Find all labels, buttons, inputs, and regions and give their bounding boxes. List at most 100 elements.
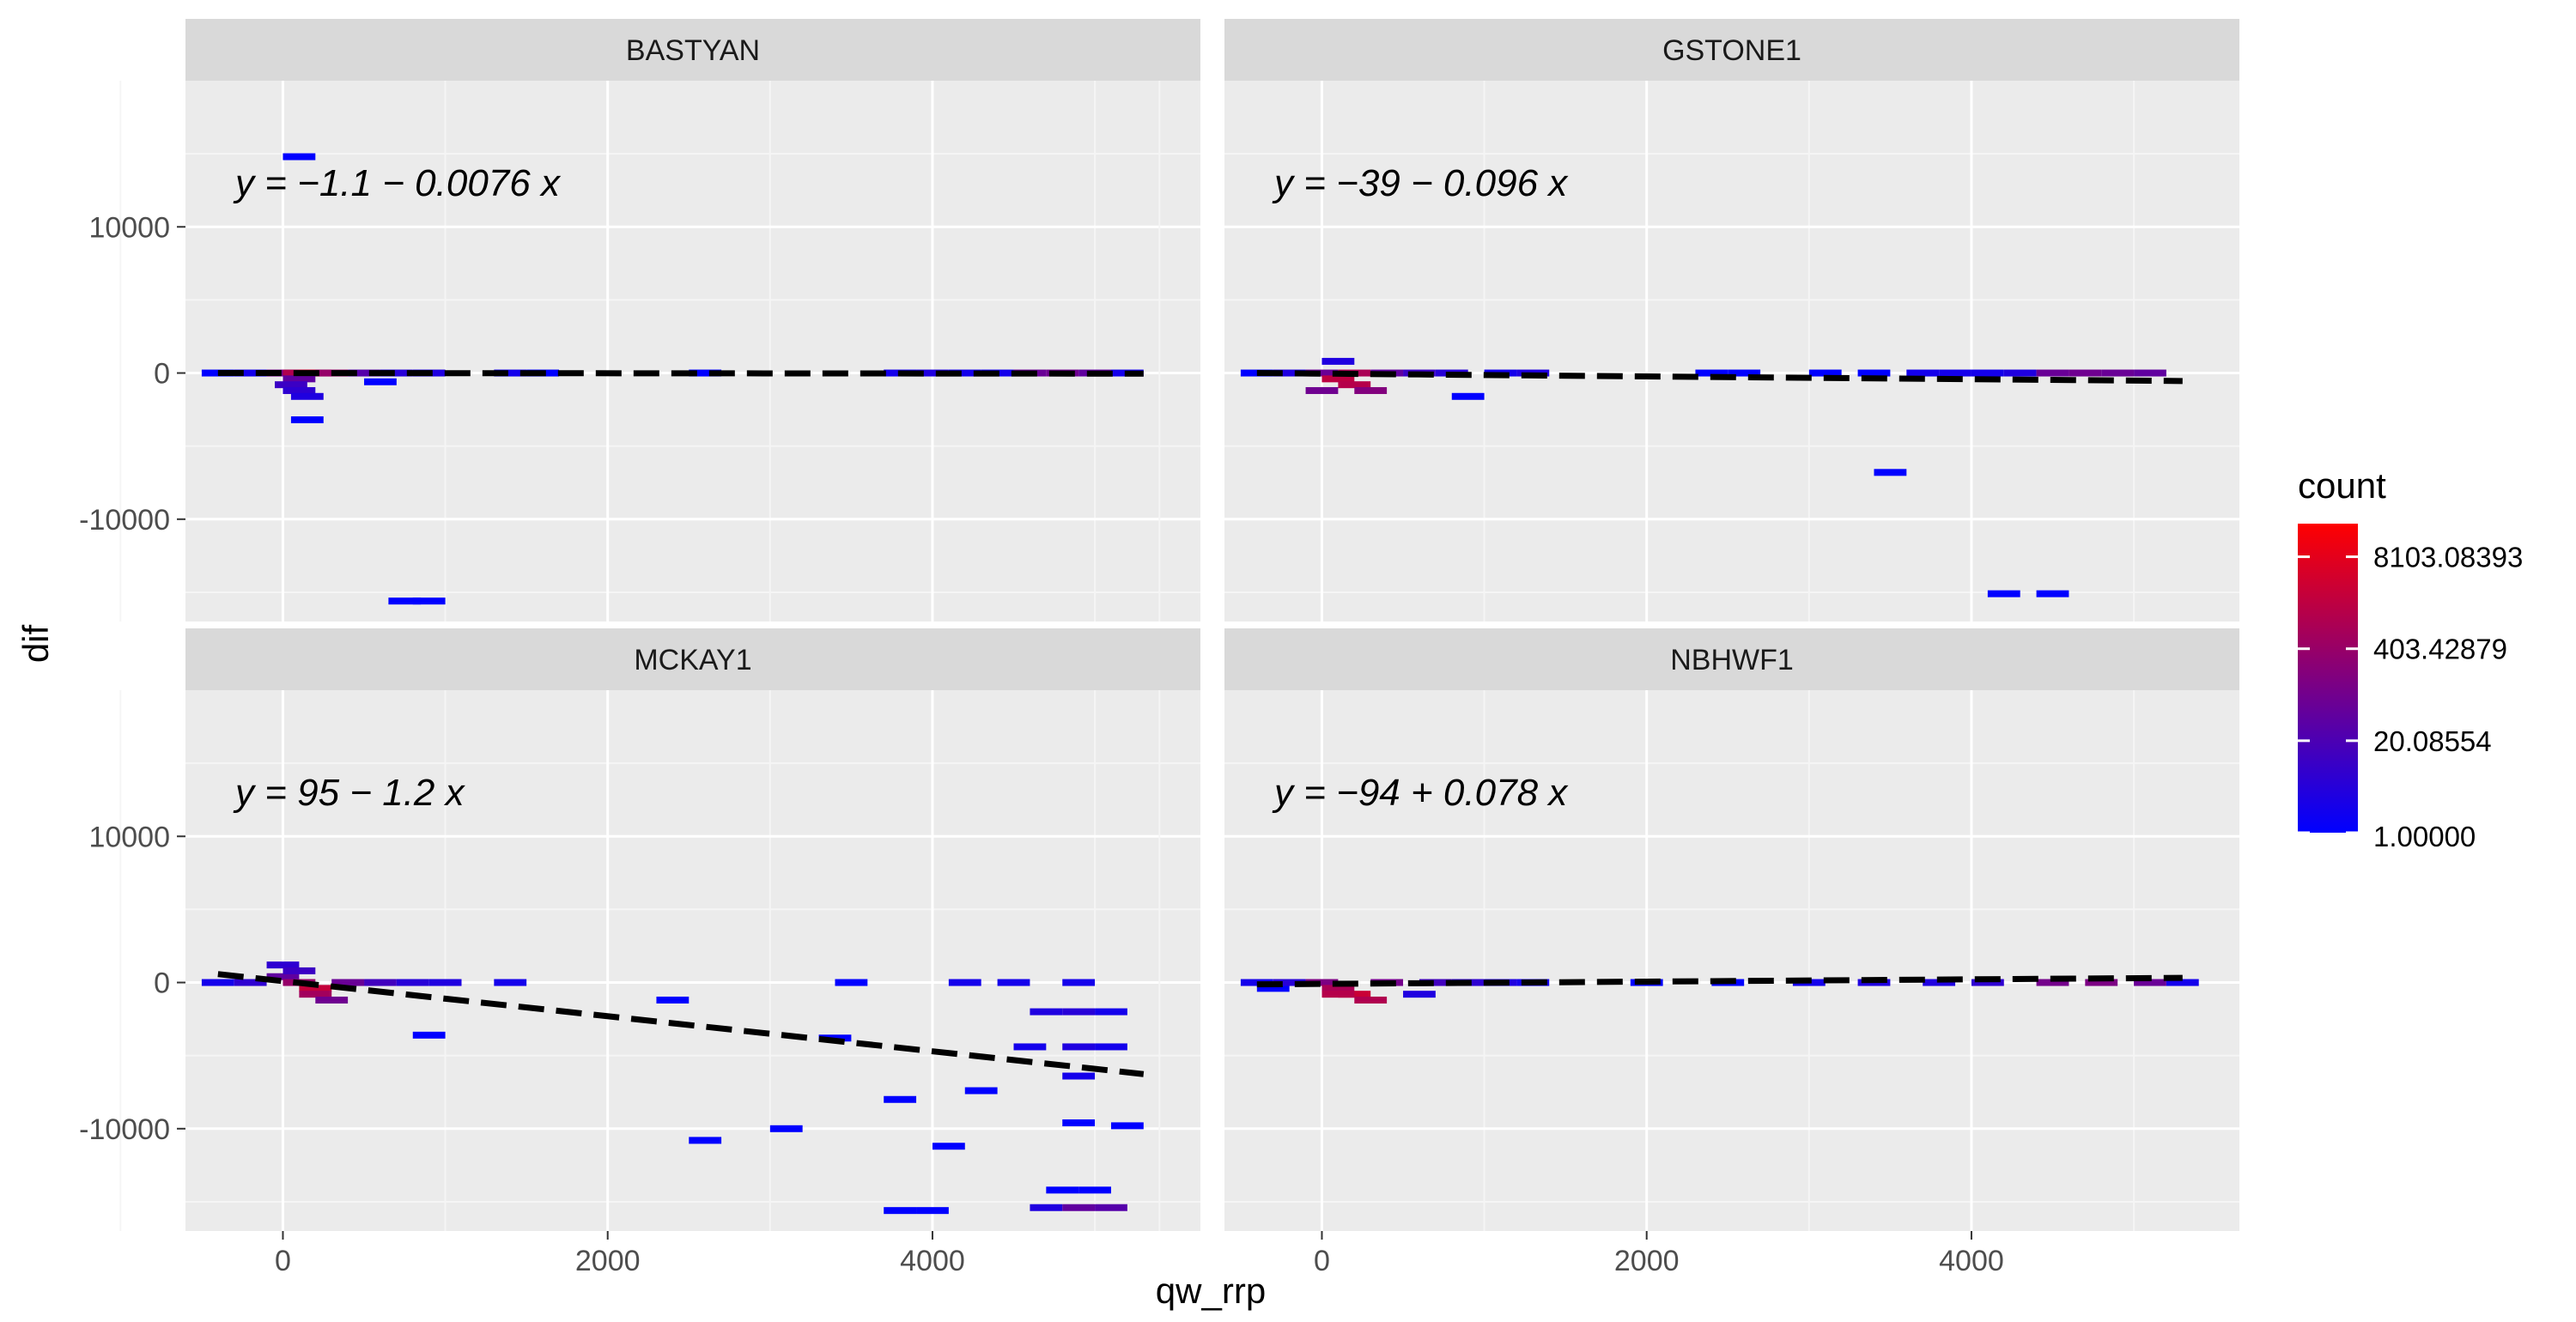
hexbin-cell bbox=[494, 369, 527, 377]
hexbin-cell bbox=[1062, 1204, 1096, 1211]
hexbin-cell bbox=[1062, 1008, 1096, 1016]
hexbin-cell bbox=[364, 378, 397, 385]
hexbin-cell bbox=[1062, 979, 1096, 986]
hexbin-cell bbox=[2085, 979, 2118, 986]
hexbin-cell bbox=[494, 979, 527, 986]
y-tick-label: 10000 bbox=[88, 211, 170, 244]
facet-strip bbox=[1224, 628, 2239, 690]
hexbin-cell bbox=[2036, 590, 2069, 597]
regression-line bbox=[217, 971, 1145, 1077]
hexbin-cell bbox=[1695, 369, 1728, 377]
hexbin-cell bbox=[348, 369, 380, 377]
hexbin-cell bbox=[1987, 590, 2020, 597]
hexbin-cell bbox=[201, 979, 234, 986]
hexbin-cell bbox=[290, 416, 324, 424]
hexbin-cell bbox=[1354, 996, 1388, 1004]
facet-panel-nbhwf1: NBHWF1 y = −94 + 0.078 x bbox=[1158, 628, 2239, 1231]
hexbin-cell bbox=[1078, 1186, 1111, 1194]
facet-strip-label: MCKAY1 bbox=[634, 644, 751, 676]
hexbin-cell bbox=[656, 996, 690, 1004]
panel-background bbox=[1224, 81, 2239, 622]
facet-strip bbox=[1224, 19, 2239, 81]
hexbin-cell bbox=[1013, 1043, 1047, 1051]
hexbin-cell bbox=[932, 1143, 965, 1150]
x-axis-title: qw_rrp bbox=[1156, 1270, 1266, 1311]
hexbin-cell bbox=[769, 1125, 803, 1132]
facet-panels: BASTYAN y = −1.1 − 0.0076 x GSTONE1 y = −39… bbox=[119, 19, 2239, 1231]
hexbin-cell bbox=[428, 979, 462, 986]
hexbin-cell bbox=[1110, 1122, 1144, 1130]
hexbin-cell bbox=[1321, 991, 1355, 998]
hexbin-cell bbox=[1451, 392, 1485, 400]
regression-line bbox=[1256, 370, 2183, 385]
hexbin-cell bbox=[283, 386, 316, 394]
hexbin-cell bbox=[275, 381, 307, 389]
hexbin-cell bbox=[916, 1207, 949, 1215]
legend-label: 1.00000 bbox=[2373, 821, 2476, 852]
hexbin-cell bbox=[2036, 979, 2069, 986]
hexbin-cell bbox=[234, 979, 267, 986]
hexbin-cell bbox=[1273, 979, 1306, 986]
legend-title: count bbox=[2298, 465, 2386, 506]
y-tick-label: -10000 bbox=[79, 504, 170, 537]
regression-equation: y = −94 + 0.078 x bbox=[1272, 772, 1569, 814]
hexbin-cell bbox=[412, 1031, 446, 1039]
hexbin-cell bbox=[1971, 369, 2004, 377]
hexbin-cell bbox=[283, 153, 316, 161]
hexbin-cell bbox=[1095, 1008, 1127, 1016]
hexbin-cell bbox=[1273, 369, 1306, 377]
hexbin-cell bbox=[1305, 979, 1339, 986]
hexbin-cell bbox=[1062, 1119, 1096, 1126]
facet-panel-gstone1: GSTONE1 y = −39 − 0.096 x bbox=[1158, 19, 2239, 622]
legend-label: 8103.08393 bbox=[2373, 542, 2523, 573]
hexbin-cell bbox=[835, 979, 868, 986]
hexbin-cell bbox=[283, 375, 316, 383]
hexbin-cell bbox=[1874, 469, 1907, 476]
hexbin-cell bbox=[2166, 979, 2199, 986]
hexbin-cell bbox=[380, 369, 413, 377]
regression-equation: y = 95 − 1.2 x bbox=[233, 772, 466, 814]
hexbin-cell bbox=[997, 979, 1030, 986]
hexbin-cell bbox=[1240, 369, 1273, 377]
hexbin-cell bbox=[2134, 979, 2166, 986]
hexbin-cell bbox=[1403, 991, 1436, 998]
facet-strip-label: NBHWF1 bbox=[1670, 644, 1794, 676]
hexbin-cell bbox=[1030, 1008, 1063, 1016]
hexbin-cell bbox=[1354, 386, 1388, 394]
regression-line bbox=[217, 370, 1144, 377]
hexbin-cell bbox=[283, 967, 316, 974]
hexbin-cell bbox=[689, 1137, 722, 1144]
hexbin-cell bbox=[1062, 1043, 1096, 1051]
hexbin-cell bbox=[1321, 357, 1355, 365]
legend-label: 20.08554 bbox=[2373, 725, 2492, 757]
hexbin-cell bbox=[1939, 369, 1971, 377]
facet-strip-label: BASTYAN bbox=[626, 34, 760, 67]
y-tick-label: 0 bbox=[154, 358, 170, 391]
hexbin-cell bbox=[964, 1087, 998, 1095]
hexbin-cell bbox=[948, 369, 981, 377]
hexbin-cell bbox=[1256, 985, 1290, 992]
legend: count 8103.08393 403.42879 20.08554 1.00000 bbox=[2298, 465, 2523, 852]
facet-strip bbox=[185, 628, 1200, 690]
hexbin-cell bbox=[948, 979, 981, 986]
hexbin-cell bbox=[884, 1207, 917, 1215]
x-axis: 0 2000 4000 0 2000 4000 bbox=[275, 1231, 2004, 1277]
hexbin-cell bbox=[266, 973, 300, 980]
hexbin-cell bbox=[388, 597, 422, 605]
legend-label: 403.42879 bbox=[2373, 634, 2507, 665]
hexbin-cell bbox=[1095, 1204, 1127, 1211]
hexbin-cell bbox=[884, 1095, 917, 1103]
hexbin-cell bbox=[1305, 369, 1339, 377]
hexbin-cell bbox=[1338, 381, 1371, 389]
hexbin-cell bbox=[1305, 386, 1339, 394]
x-tick-label: 2000 bbox=[1614, 1245, 1680, 1277]
hexbin-cell bbox=[331, 979, 365, 986]
hexbin-cell bbox=[689, 369, 722, 377]
facet-strip bbox=[185, 19, 1200, 81]
hexbin-cell bbox=[412, 597, 446, 605]
facet-panel-mckay1: MCKAY1 y = 95 − 1.2 x bbox=[119, 628, 1200, 1231]
hexbin-cell bbox=[1095, 1043, 1127, 1051]
y-axis: -10000 0 10000 -10000 0 10000 bbox=[79, 211, 185, 1146]
x-tick-label: 2000 bbox=[575, 1245, 641, 1277]
